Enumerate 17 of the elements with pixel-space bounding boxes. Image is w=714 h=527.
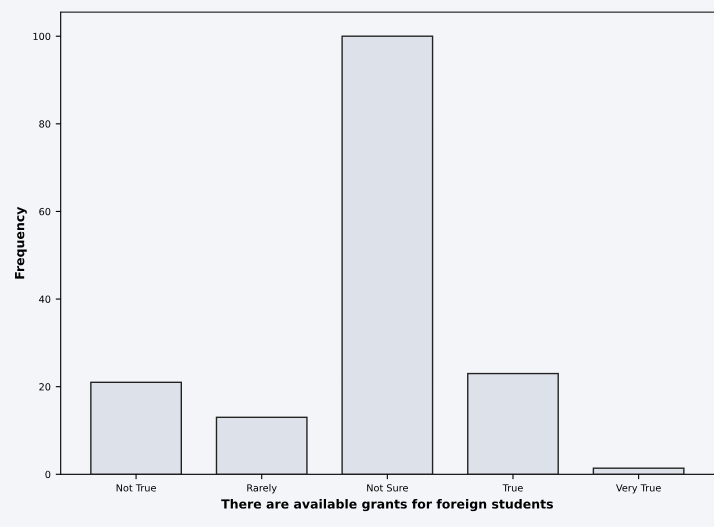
x-tick-label: Rarely — [247, 484, 277, 494]
x-tick-label: Not True — [116, 484, 156, 492]
bar — [341, 36, 434, 474]
bar — [90, 382, 182, 474]
x-tick-label: Very True — [616, 484, 661, 494]
y-tick-label: 60 — [39, 208, 50, 216]
y-tick-label: 20 — [39, 383, 50, 391]
y-tick-label: 100 — [33, 32, 50, 40]
y-tick-label: 0 — [45, 470, 50, 478]
bar — [467, 372, 559, 474]
y-axis-title: Frequency — [15, 206, 27, 279]
x-tick-label: True — [502, 484, 523, 492]
x-axis-title: There are available grants for foreign students — [221, 498, 553, 512]
y-tick-label: 80 — [39, 120, 50, 128]
x-tick-label: Not Sure — [367, 484, 408, 492]
y-tick-label: 40 — [39, 296, 50, 303]
bar — [216, 416, 308, 474]
